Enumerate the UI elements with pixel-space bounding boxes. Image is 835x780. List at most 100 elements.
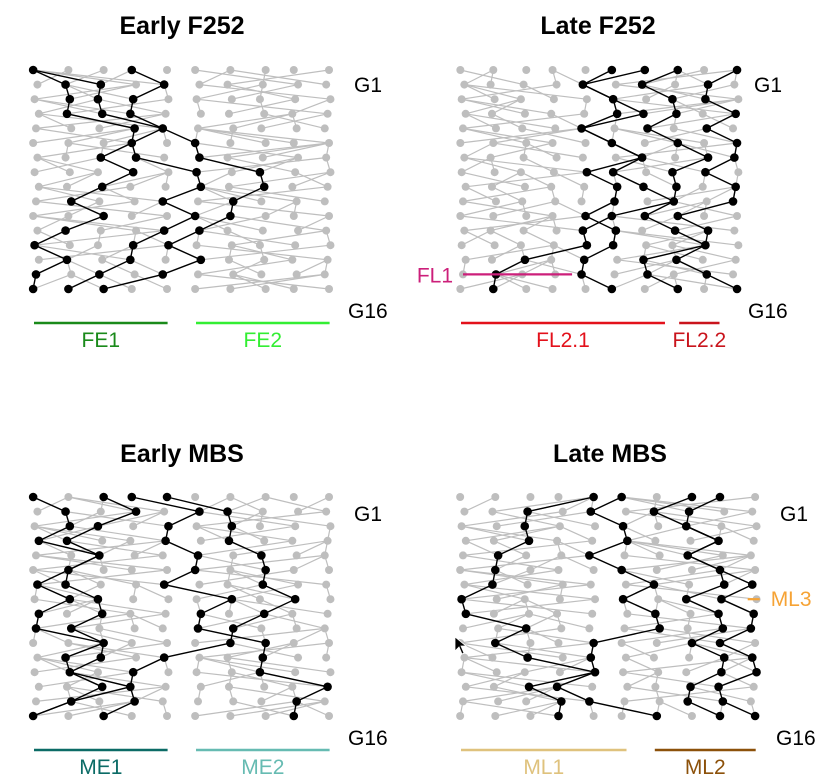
lineage-node	[747, 580, 757, 589]
inactive-node	[163, 285, 172, 293]
inactive-node	[751, 639, 760, 647]
inactive-edge	[617, 244, 706, 261]
lineage-node	[702, 270, 712, 279]
inactive-edge	[676, 98, 739, 115]
inactive-edge	[71, 627, 132, 644]
inactive-node	[323, 609, 332, 618]
lineage-node	[190, 138, 200, 148]
inactive-edge	[196, 671, 328, 688]
lineage-node	[159, 226, 169, 235]
lineage-node	[31, 624, 41, 633]
inactive-edge	[227, 642, 294, 659]
inactive-edge	[35, 627, 69, 644]
lineage-node	[226, 638, 235, 648]
inactive-node	[580, 109, 589, 118]
inactive-node	[196, 109, 205, 118]
inactive-edge	[135, 157, 169, 173]
inactive-edge	[464, 142, 494, 159]
inactive-edge	[227, 584, 296, 600]
inactive-edge	[465, 113, 497, 129]
inactive-node	[130, 624, 139, 633]
inactive-node	[548, 66, 557, 74]
inactive-edge	[627, 613, 751, 629]
inactive-node	[292, 270, 301, 279]
inactive-node	[585, 624, 594, 633]
inactive-node	[652, 493, 661, 501]
inactive-edge	[465, 171, 587, 188]
lineage-node	[589, 492, 598, 502]
inactive-node	[127, 285, 136, 293]
lineage-node	[192, 167, 201, 177]
lineage-node	[99, 711, 108, 721]
inactive-edge	[262, 142, 330, 159]
lineage-node	[750, 711, 760, 721]
inactive-edge	[645, 171, 677, 188]
inactive-edge	[37, 157, 99, 173]
inactive-node	[325, 712, 334, 720]
inactive-edge	[32, 273, 72, 290]
inactive-node	[323, 109, 332, 118]
lineage-node	[159, 653, 169, 662]
generation-top-label: G1	[354, 74, 382, 97]
lineage-node	[99, 284, 108, 294]
inactive-edge	[259, 157, 299, 173]
inactive-node	[619, 668, 628, 677]
inactive-node	[294, 653, 303, 662]
inactive-node	[226, 139, 235, 147]
inactive-edge	[37, 642, 104, 659]
inactive-edge	[614, 127, 705, 144]
inactive-edge	[130, 171, 169, 188]
inactive-edge	[194, 200, 234, 217]
inactive-node	[749, 536, 758, 545]
inactive-edge	[34, 244, 131, 261]
inactive-node	[291, 95, 300, 104]
inactive-node	[62, 682, 71, 691]
inactive-edge	[461, 511, 563, 527]
family-fl2-1: FL2.1	[461, 321, 665, 352]
inactive-edge	[559, 657, 592, 673]
lineage-node	[746, 624, 756, 633]
family-fl1: FL1	[417, 264, 573, 287]
lineage-node	[93, 94, 103, 104]
inactive-edge	[621, 496, 753, 513]
inactive-edge	[100, 215, 168, 232]
inactive-node	[489, 682, 498, 691]
inactive-node	[163, 712, 172, 720]
family-label: ML2	[685, 756, 726, 779]
inactive-node	[257, 197, 266, 206]
panel-early-f252: Early F252 FE1 FE2 G1 G16	[28, 12, 388, 352]
inactive-node	[320, 270, 329, 279]
inactive-node	[132, 580, 141, 589]
inactive-node	[548, 285, 557, 293]
lineage-path	[579, 69, 646, 290]
inactive-edge	[464, 69, 494, 86]
inactive-node	[132, 226, 141, 235]
inactive-node	[487, 182, 496, 191]
inactive-edge	[613, 157, 709, 173]
lineage-node	[714, 609, 723, 619]
inactive-node	[461, 536, 470, 545]
lineage-node	[701, 240, 710, 250]
inactive-node	[258, 507, 267, 516]
lineage-node	[97, 182, 107, 192]
inactive-edge	[528, 613, 590, 629]
lineage-node	[227, 521, 237, 531]
inactive-edge	[462, 700, 559, 717]
inactive-edge	[554, 200, 586, 217]
lineage-node	[96, 153, 106, 162]
family-me2: ME2	[196, 748, 330, 779]
inactive-node	[33, 226, 42, 235]
inactive-node	[671, 80, 680, 89]
inactive-node	[323, 536, 332, 545]
inactive-node	[720, 507, 729, 516]
lineage-node	[715, 565, 725, 575]
lineage-node	[61, 226, 70, 235]
inactive-edge	[617, 259, 734, 275]
inactive-node	[551, 124, 560, 133]
inactive-edge	[68, 127, 135, 144]
lineage-node	[159, 80, 169, 89]
inactive-edge	[264, 113, 325, 129]
lineage-node	[130, 124, 139, 133]
inactive-edge	[69, 598, 166, 615]
lineage-node	[491, 638, 500, 648]
